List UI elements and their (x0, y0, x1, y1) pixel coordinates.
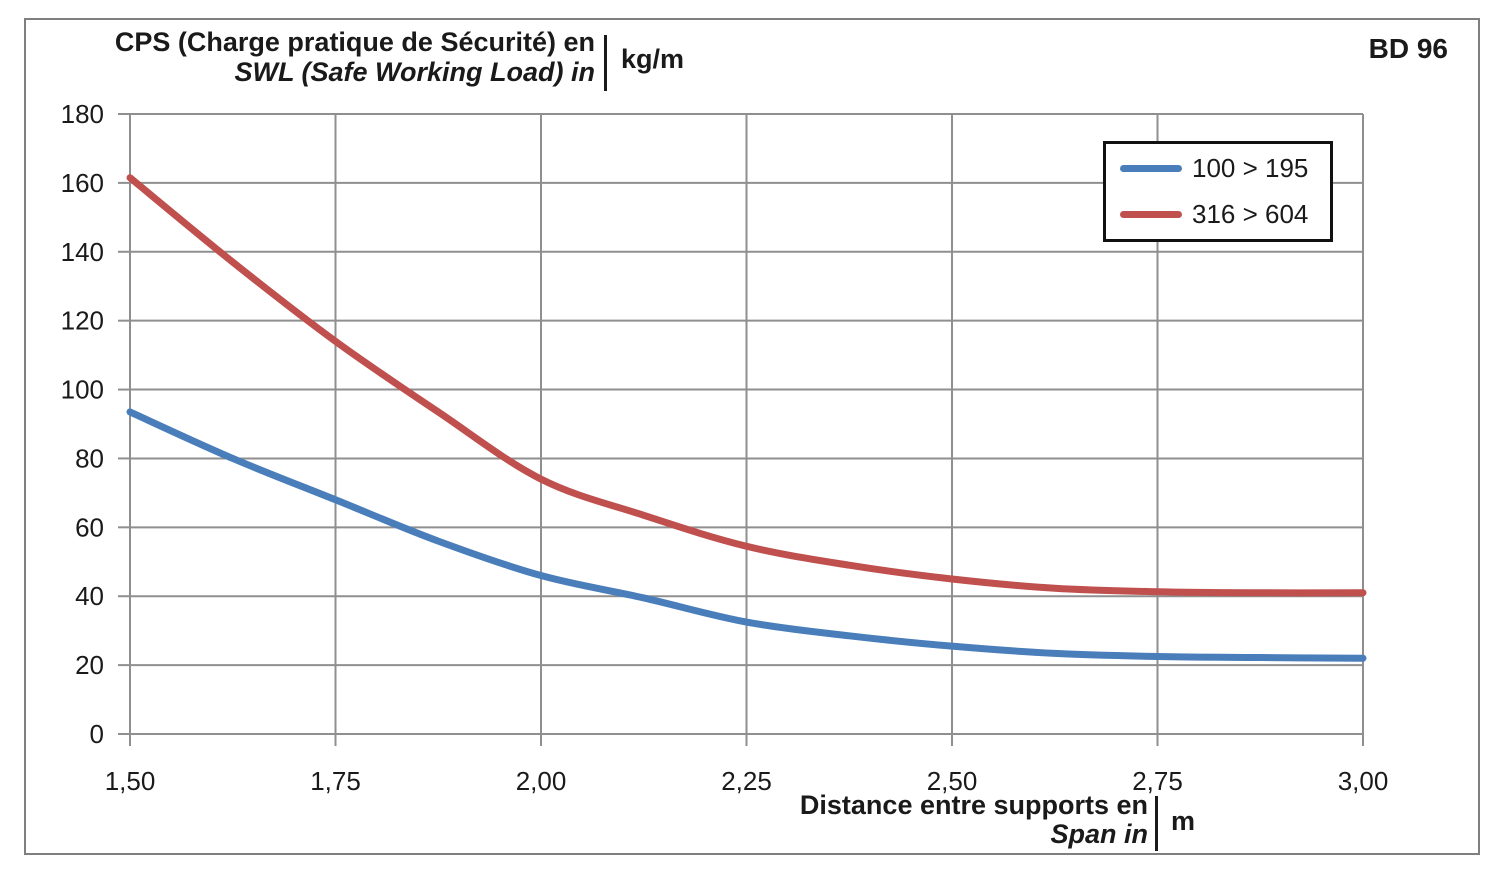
y-axis-title: CPS (Charge pratique de Sécurité) en SWL… (115, 27, 595, 87)
y-tick-label: 40 (75, 581, 104, 611)
legend-line-sample (1120, 210, 1182, 218)
y-tick-label: 160 (61, 168, 104, 198)
x-tick-label: 2,25 (721, 766, 772, 796)
y-tick-label: 80 (75, 443, 104, 473)
y-tick-label: 120 (61, 306, 104, 336)
x-axis-title-en: Span in (1050, 819, 1148, 849)
y-axis-unit: kg/m (621, 44, 685, 74)
x-axis-title-fr: Distance entre supports en (799, 790, 1148, 820)
y-axis-title-fr: CPS (Charge pratique de Sécurité) en (114, 27, 595, 57)
x-tick-label: 1,50 (105, 766, 156, 796)
legend-label: 316 > 604 (1192, 198, 1309, 229)
y-tick-label: 140 (61, 237, 104, 267)
x-tick-label: 2,75 (1132, 766, 1183, 796)
legend-label: 100 > 195 (1192, 153, 1309, 184)
x-axis-title: Distance entre supports en Span in (800, 791, 1148, 849)
legend-entry: 316 > 604 (1120, 199, 1316, 230)
series-line-1 (126, 174, 1367, 597)
y-axis-title-en: SWL (Safe Working Load) in (234, 57, 595, 87)
y-tick-label: 20 (75, 650, 104, 680)
series-line-0 (126, 408, 1367, 662)
x-tick-label: 2,00 (516, 766, 567, 796)
legend-line-sample (1120, 165, 1182, 173)
legend: 100 > 195 316 > 604 (1103, 141, 1333, 242)
x-tick-label: 1,75 (310, 766, 361, 796)
chart-code-label: BD 96 (1368, 33, 1448, 64)
x-tick-label: 2,50 (927, 766, 978, 796)
y-axis-title-divider (604, 35, 607, 91)
x-tick-label: 3,00 (1338, 766, 1389, 796)
legend-entry: 100 > 195 (1120, 153, 1316, 184)
x-axis-title-divider (1155, 796, 1158, 851)
y-tick-label: 0 (90, 719, 104, 749)
x-axis-unit: m (1171, 806, 1196, 836)
y-tick-label: 180 (61, 99, 104, 129)
y-tick-label: 100 (61, 375, 104, 405)
y-tick-label: 60 (75, 512, 104, 542)
